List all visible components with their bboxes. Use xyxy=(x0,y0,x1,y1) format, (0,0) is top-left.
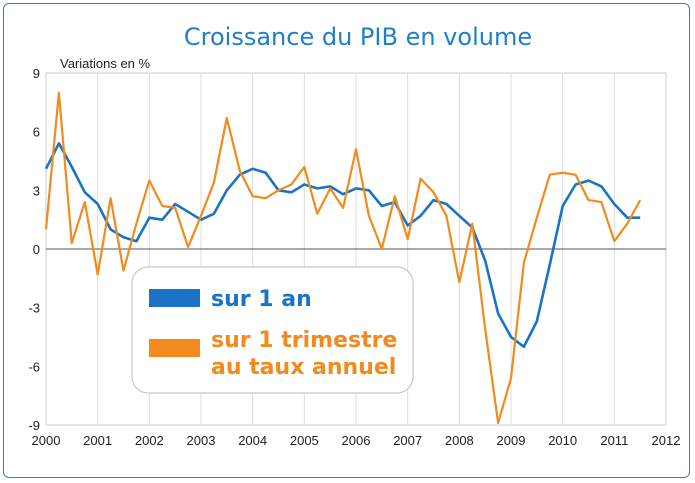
x-tick-label: 2003 xyxy=(187,433,216,448)
y-axis: 9 6 3 0 -3 -6 -9 xyxy=(28,66,40,433)
series-line-1 xyxy=(44,142,641,349)
x-tick-label: 2005 xyxy=(290,433,319,448)
x-tick-label: 2012 xyxy=(652,433,681,448)
legend-swatch-2 xyxy=(149,339,200,357)
legend-box xyxy=(131,266,414,394)
chart-frame xyxy=(3,3,690,478)
legend-label: sur 1 trimestre xyxy=(211,328,397,353)
series-layer xyxy=(44,91,642,425)
y-axis-label: Variations en % xyxy=(60,56,151,71)
series-line-2 xyxy=(44,91,642,425)
y-tick-label: 3 xyxy=(33,183,40,198)
legend-label: au taux annuel xyxy=(211,355,396,380)
x-tick-label: 2009 xyxy=(497,433,526,448)
x-tick-label: 2006 xyxy=(342,433,371,448)
y-tick-label: -9 xyxy=(28,418,40,433)
x-tick-label: 2001 xyxy=(83,433,112,448)
legend-label: sur 1 an xyxy=(211,287,312,312)
x-axis: 2000 2001 2002 2003 2004 2005 2006 2007 2008 2009… xyxy=(32,433,681,448)
x-tick-label: 2002 xyxy=(135,433,164,448)
y-tick-label: 0 xyxy=(33,242,40,257)
chart-title: Croissance du PIB en volume xyxy=(184,23,532,51)
legend-swatch-1 xyxy=(149,289,200,307)
x-tick-label: 2008 xyxy=(445,433,474,448)
x-tick-label: 2000 xyxy=(32,433,61,448)
y-tick-label: -3 xyxy=(28,301,40,316)
x-tick-label: 2010 xyxy=(548,433,577,448)
y-tick-label: -6 xyxy=(28,359,40,374)
x-tick-label: 2007 xyxy=(393,433,422,448)
x-tick-label: 2004 xyxy=(238,433,267,448)
y-tick-label: 6 xyxy=(33,125,40,140)
x-tick-label: 2011 xyxy=(600,433,628,448)
y-tick-label: 9 xyxy=(33,66,40,81)
